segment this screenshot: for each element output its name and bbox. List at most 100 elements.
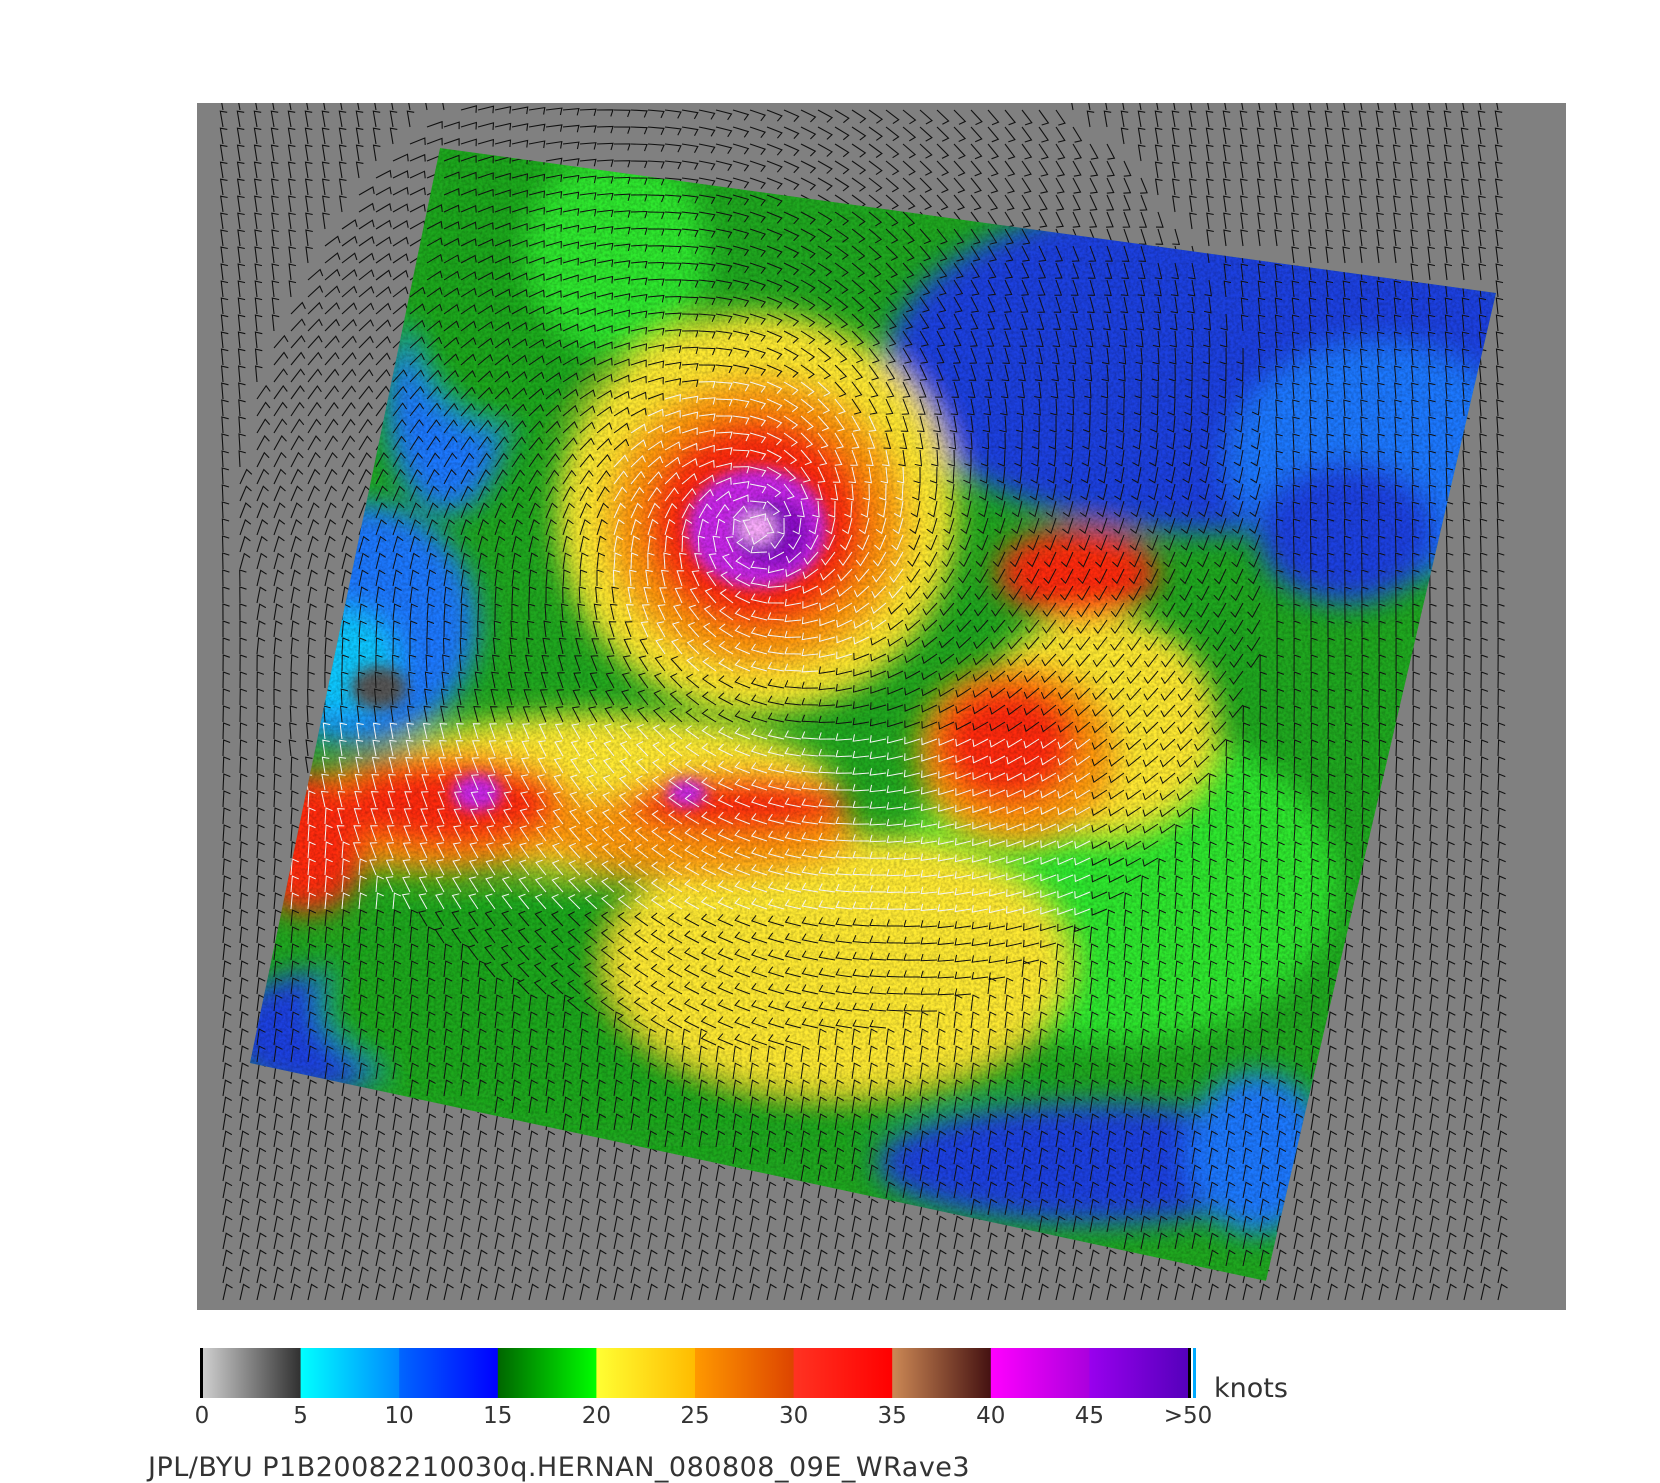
wind-barb: [375, 1232, 386, 1250]
wind-barb: [898, 449, 906, 467]
wind-barb: [1234, 432, 1244, 450]
wind-barb: [1208, 994, 1218, 1012]
wind-barb: [1072, 177, 1082, 194]
wind-barb: [1106, 994, 1116, 1012]
wind-barb: [1463, 841, 1472, 859]
wind-barb: [1140, 1028, 1150, 1046]
wind-barb: [634, 929, 649, 944]
wind-barb: [1495, 212, 1503, 230]
wind-barb: [1276, 1249, 1287, 1267]
wind-barb: [528, 123, 546, 132]
wind-barb: [419, 825, 428, 842]
wind-barb: [1395, 586, 1403, 604]
wind-barb: [1308, 246, 1316, 264]
wind-barb: [1156, 103, 1159, 111]
wind-barb: [528, 106, 546, 115]
wind-barb: [1225, 892, 1235, 910]
wind-barb: [1274, 297, 1283, 315]
wind-barb: [613, 276, 631, 285]
wind-barb: [1463, 807, 1472, 825]
wind-barb: [717, 743, 734, 757]
wind-barb: [934, 398, 942, 415]
wind-barb: [766, 194, 783, 207]
wind-barb: [1222, 161, 1231, 179]
wind-barb: [1478, 263, 1487, 281]
wind-barb: [1463, 569, 1471, 587]
wind-barb: [307, 418, 322, 434]
wind-barb: [732, 449, 750, 458]
wind-barb: [1327, 909, 1337, 927]
wind-barb: [766, 313, 783, 326]
wind-barb: [503, 791, 513, 808]
wind-barb: [1358, 161, 1367, 179]
wind-barb: [1309, 382, 1317, 400]
wind-barb: [409, 1215, 420, 1233]
wind-barb: [949, 415, 958, 433]
wind-barb: [1009, 551, 1023, 568]
wind-barb: [460, 1147, 471, 1165]
wind-barb: [460, 469, 474, 485]
wind-barb: [239, 1096, 249, 1114]
wind-barb: [1164, 483, 1176, 501]
wind-barb: [1239, 127, 1248, 145]
wind-barb: [375, 219, 392, 230]
wind-barb: [583, 996, 598, 1012]
wind-barb: [358, 269, 375, 281]
wind-barb: [1411, 433, 1419, 451]
wind-barb: [579, 340, 596, 349]
wind-barb: [508, 654, 517, 672]
wind-barb: [869, 952, 887, 961]
wind-barb: [477, 122, 495, 130]
wind-barb: [1293, 773, 1302, 791]
wind-barb: [1378, 1181, 1389, 1199]
wind-barb: [222, 1113, 233, 1131]
wind-barb: [715, 143, 733, 155]
wind-barb: [818, 984, 836, 995]
wind-barb: [1411, 501, 1420, 519]
wind-barb: [459, 637, 468, 655]
wind-barb: [501, 876, 513, 893]
wind-barb: [864, 466, 872, 484]
wind-barb: [1497, 1249, 1508, 1267]
wind-barb: [324, 368, 340, 383]
wind-barb: [1293, 1181, 1304, 1199]
wind-barb: [988, 972, 1006, 981]
wind-barb: [1110, 602, 1125, 618]
wind-barb: [273, 739, 282, 757]
wind-barb: [1275, 103, 1278, 111]
wind-barb: [717, 709, 734, 723]
wind-barb: [1225, 756, 1234, 774]
wind-barb: [919, 143, 933, 159]
wind-barb: [1089, 143, 1099, 160]
wind-barb: [1208, 824, 1217, 842]
wind-barb: [1057, 704, 1074, 717]
wind-barb: [596, 1045, 606, 1063]
wind-barb: [1480, 841, 1489, 859]
wind-barb: [1029, 483, 1040, 501]
wind-barb: [341, 1113, 352, 1131]
wind-barb: [1021, 1011, 1031, 1029]
wind-barb: [1108, 755, 1125, 767]
wind-barb: [1091, 806, 1108, 817]
wind-barb: [494, 370, 511, 383]
wind-barb: [684, 913, 700, 927]
wind-barb: [987, 1232, 998, 1250]
wind-barb: [1293, 739, 1302, 757]
wind-barb: [734, 880, 751, 893]
wind-barb: [817, 398, 831, 414]
wind-barb: [1375, 110, 1384, 128]
wind-barb: [834, 1045, 844, 1063]
wind-barb: [734, 829, 751, 842]
wind-barb: [1395, 722, 1404, 740]
wind-barb: [716, 415, 733, 423]
wind-barb: [239, 739, 248, 757]
wind-barb: [341, 892, 351, 910]
wind-barb: [800, 1249, 811, 1267]
wind-barb: [1136, 313, 1145, 331]
wind-barb: [1036, 313, 1045, 330]
wind-barb: [392, 1232, 403, 1250]
wind-barb: [834, 177, 850, 192]
wind-barb: [767, 695, 785, 706]
wind-barb: [221, 467, 230, 485]
wind-barb: [370, 791, 379, 808]
